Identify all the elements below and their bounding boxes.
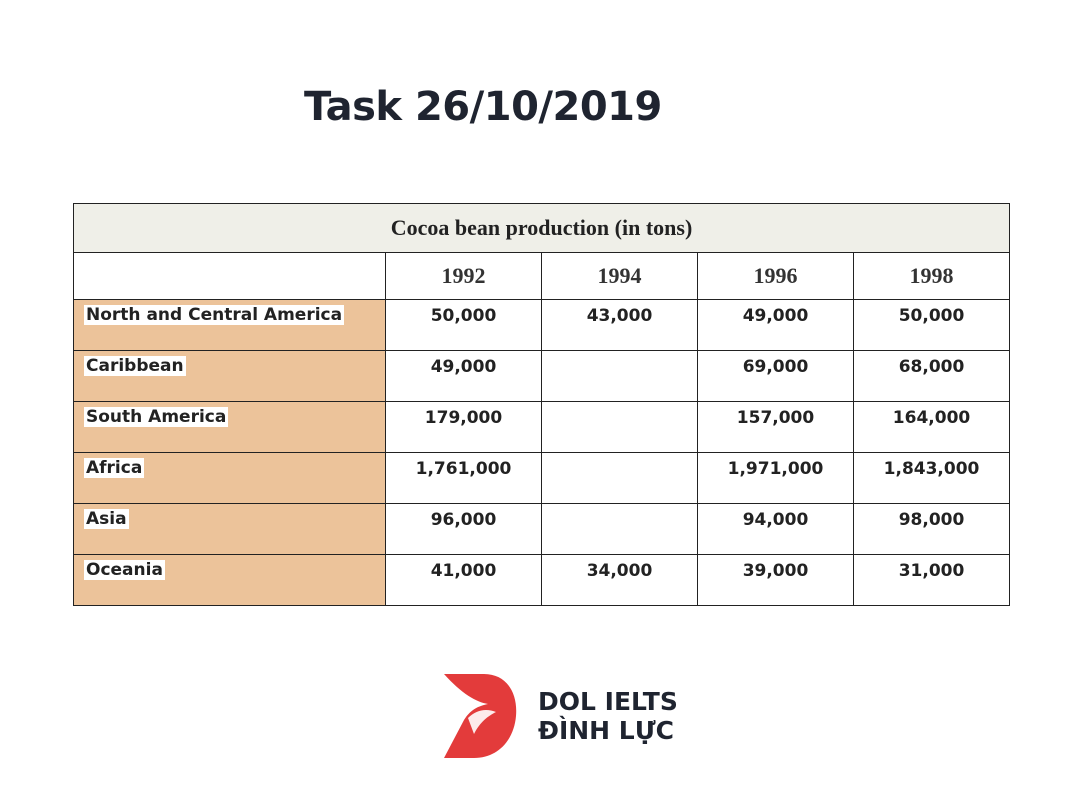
logo-line-2: ĐÌNH LỰC [538, 716, 674, 745]
value-cell: 49,000 [385, 350, 542, 402]
value-cell: 157,000 [697, 401, 854, 453]
value-cell: 94,000 [697, 503, 854, 555]
value-cell: 164,000 [852, 401, 1011, 453]
row-label: Caribbean [84, 356, 186, 376]
row-label: North and Central America [84, 305, 345, 325]
table-row: North and Central America 50,000 43,000 49,… [73, 299, 1011, 351]
value-cell: 49,000 [697, 299, 854, 351]
table-row: Africa 1,761,000 1,971,000 1,843,000 [73, 452, 1011, 504]
table-row: Oceania 41,000 34,000 39,000 31,000 [73, 554, 1011, 606]
row-label: Oceania [84, 560, 165, 580]
value-cell: 43,000 [541, 299, 698, 351]
row-label-cell: Caribbean [73, 350, 386, 402]
table-row: South America 179,000 157,000 164,000 [73, 401, 1011, 453]
value-cell: 41,000 [385, 554, 542, 606]
row-label: Africa [84, 458, 145, 478]
value-cell [541, 503, 698, 555]
value-cell: 1,971,000 [697, 452, 854, 504]
row-label: Asia [84, 509, 129, 529]
value-cell: 179,000 [385, 401, 542, 453]
value-cell [541, 452, 698, 504]
value-cell: 34,000 [541, 554, 698, 606]
row-label-cell: Asia [73, 503, 386, 555]
row-label-cell: Africa [73, 452, 386, 504]
dol-ielts-logo: DOL IELTS ĐÌNH LỰC [440, 674, 678, 758]
value-cell: 50,000 [852, 299, 1011, 351]
value-cell: 96,000 [385, 503, 542, 555]
row-label-cell: South America [73, 401, 386, 453]
table-caption: Cocoa bean production (in tons) [72, 203, 1011, 253]
value-cell: 69,000 [697, 350, 854, 402]
table-row: Asia 96,000 94,000 98,000 [73, 503, 1011, 555]
value-cell: 1,843,000 [852, 452, 1011, 504]
column-header-cell: 1998 [852, 252, 1011, 300]
logo-line-1: DOL IELTS [538, 687, 678, 716]
value-cell [541, 350, 698, 402]
column-header-cell: 1992 [385, 252, 542, 300]
value-cell [541, 401, 698, 453]
column-header-cell: 1994 [541, 252, 698, 300]
page-title: Task 26/10/2019 [304, 84, 662, 130]
column-header-cell: 1996 [697, 252, 854, 300]
row-label-cell: Oceania [73, 554, 386, 606]
row-label-cell: North and Central America [73, 299, 386, 351]
table-row: Caribbean 49,000 69,000 68,000 [73, 350, 1011, 402]
row-label: South America [84, 407, 229, 427]
value-cell: 98,000 [852, 503, 1011, 555]
value-cell: 68,000 [852, 350, 1011, 402]
value-cell: 39,000 [697, 554, 854, 606]
value-cell: 31,000 [852, 554, 1011, 606]
value-cell: 1,761,000 [385, 452, 542, 504]
cocoa-production-table: Cocoa bean production (in tons) 1992 199… [72, 203, 1011, 606]
value-cell: 50,000 [385, 299, 542, 351]
header-corner-cell [73, 252, 386, 300]
dol-logo-icon [444, 674, 517, 758]
